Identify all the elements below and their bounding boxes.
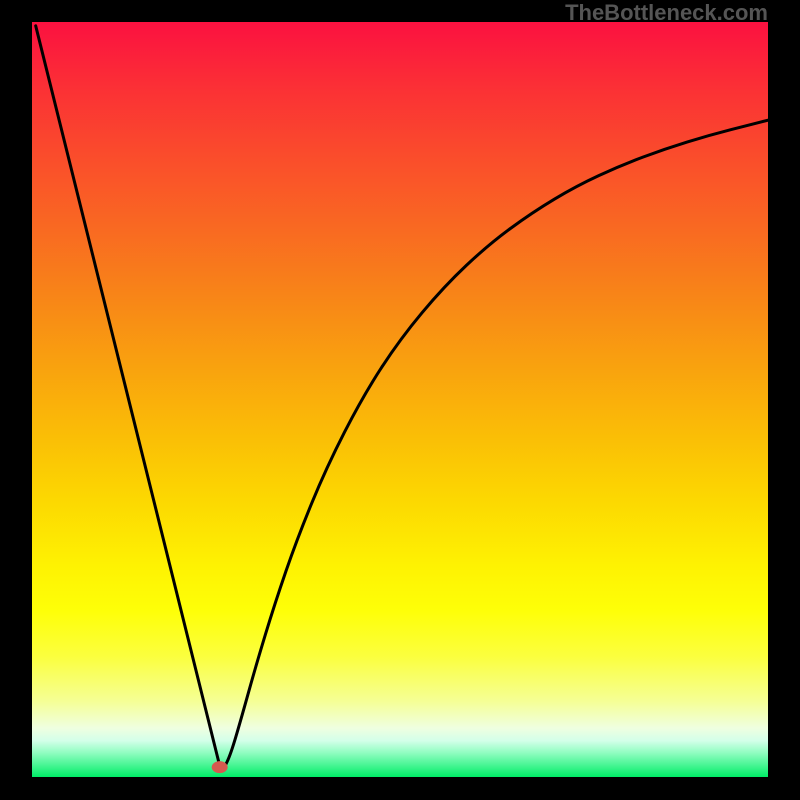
gradient-background — [32, 22, 768, 777]
chart-svg — [0, 0, 800, 800]
watermark-text: TheBottleneck.com — [565, 0, 768, 26]
chart-canvas: TheBottleneck.com — [0, 0, 800, 800]
optimal-point-marker — [212, 761, 228, 773]
plot-area — [32, 22, 768, 777]
